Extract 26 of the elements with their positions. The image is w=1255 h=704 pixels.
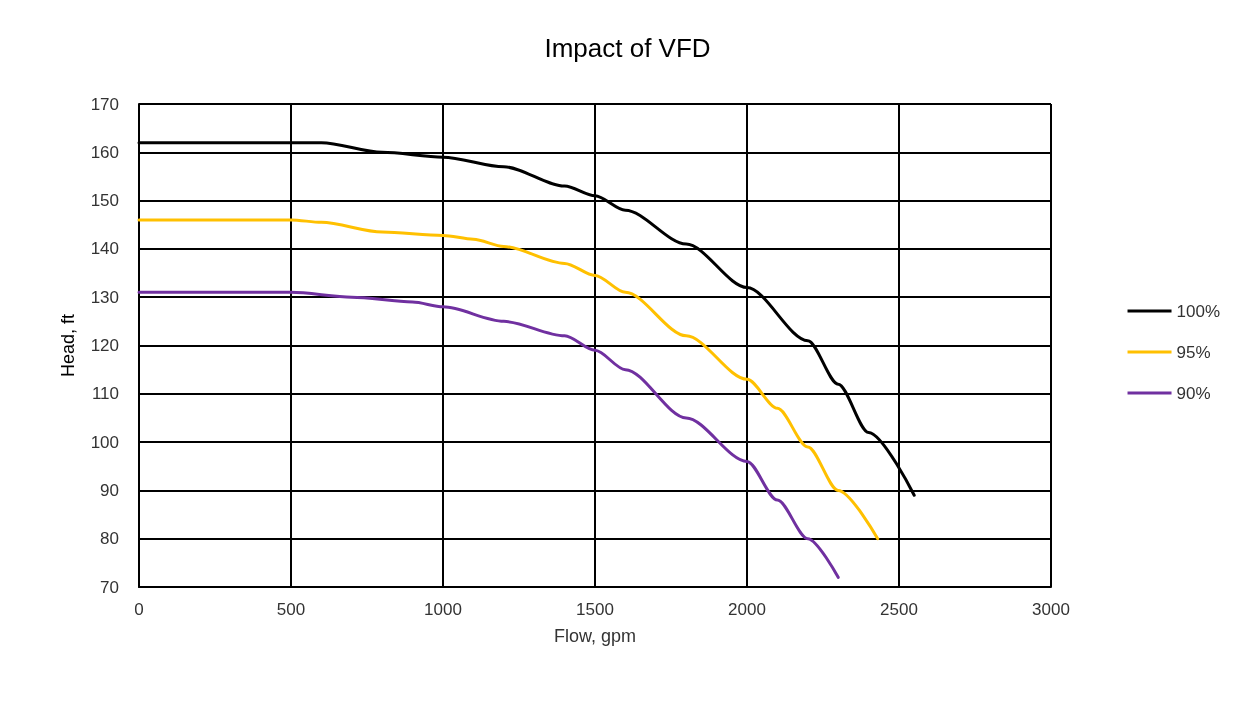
x-tick-label: 2500	[880, 600, 918, 619]
x-tick-label: 0	[134, 600, 144, 619]
chart-title: Impact of VFD	[544, 33, 711, 63]
line-series	[137, 290, 840, 579]
x-tick-label: 2000	[728, 600, 766, 619]
y-tick-label: 130	[90, 287, 119, 307]
y-tick-label: 150	[90, 191, 119, 211]
legend-label: 90%	[1176, 383, 1211, 403]
x-tick-label: 3000	[1032, 600, 1070, 619]
y-tick-label: 110	[91, 384, 119, 404]
y-tick-label: 120	[90, 336, 119, 355]
legend-label: 95%	[1176, 342, 1211, 362]
y-tick-label: 160	[90, 142, 119, 162]
x-axis-title: Flow, gpm	[553, 626, 637, 646]
y-tick-label: 170	[90, 94, 119, 114]
y-tick-label: 90	[100, 480, 119, 500]
y-tick-label: 140	[90, 239, 119, 259]
x-tick-label: 500	[276, 600, 306, 619]
legend-label: 100%	[1176, 301, 1220, 321]
y-tick-label: 80	[100, 529, 119, 549]
y-axis-title: Head, ft	[58, 313, 78, 378]
y-tick-label: 70	[100, 577, 119, 597]
y-tick-label: 100	[90, 432, 119, 452]
x-tick-label: 1500	[576, 600, 614, 619]
x-tick-label: 1000	[424, 600, 462, 619]
line-series	[137, 218, 880, 541]
